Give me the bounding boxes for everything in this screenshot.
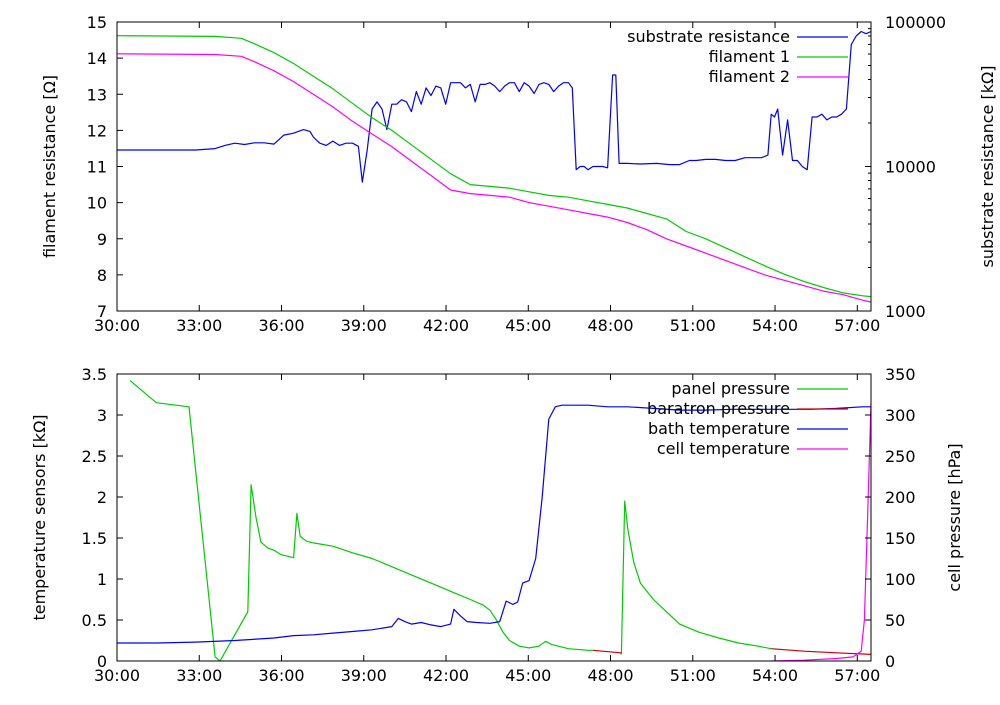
top-x-tick-label: 48:00 <box>587 316 633 335</box>
bottom-legend-label: bath temperature <box>648 419 790 438</box>
bottom-y2-tick-label: 50 <box>885 611 905 630</box>
bottom-x-tick-label: 57:00 <box>834 666 880 685</box>
bottom-x-tick-label: 36:00 <box>258 666 304 685</box>
top-ylabel: filament resistance [Ω] <box>40 75 59 258</box>
top-x-tick-label: 51:00 <box>670 316 716 335</box>
top-series-filament-2 <box>117 53 871 303</box>
top-y-tick-label: 12 <box>87 121 107 140</box>
top-y2-tick-label: 1000 <box>885 302 926 321</box>
bottom-series-baratron-pressure <box>771 648 871 655</box>
bottom-series-baratron-pressure <box>592 649 622 655</box>
bottom-y-tick-label: 3.5 <box>82 365 107 384</box>
bottom-y-tick-label: 2.5 <box>82 447 107 466</box>
top-x-tick-label: 36:00 <box>258 316 304 335</box>
top-y2label: substrate resistance [kΩ] <box>978 66 997 268</box>
bottom-y2-tick-label: 0 <box>885 652 895 671</box>
top-y-tick-label: 8 <box>97 266 107 285</box>
bottom-x-tick-label: 30:00 <box>94 666 140 685</box>
bottom-y2-tick-label: 250 <box>885 447 916 466</box>
top-y-tick-label: 15 <box>87 13 107 32</box>
top-y-tick-label: 11 <box>87 158 107 177</box>
bottom-ylabel: temperature sensors [kΩ] <box>30 414 49 620</box>
top-y2-tick-label: 10000 <box>885 158 936 177</box>
top-series-filament-1 <box>117 35 871 298</box>
top-x-tick-label: 39:00 <box>341 316 387 335</box>
bottom-y-tick-label: 3 <box>97 406 107 425</box>
bottom-legend-label: cell temperature <box>657 439 790 458</box>
bottom-y2label: cell pressure [hPa] <box>945 443 964 591</box>
bottom-series-panel-pressure <box>129 380 593 661</box>
bottom-x-tick-label: 51:00 <box>670 666 716 685</box>
bottom-y-tick-label: 1.5 <box>82 529 107 548</box>
bottom-x-tick-label: 54:00 <box>752 666 798 685</box>
bottom-series-panel-pressure <box>620 500 772 655</box>
top-legend-label: filament 2 <box>709 67 790 86</box>
bottom-series-bath-temperature <box>117 404 871 644</box>
bottom-x-tick-label: 39:00 <box>341 666 387 685</box>
top-legend-label: substrate resistance <box>627 27 790 46</box>
bottom-y-tick-label: 2 <box>97 488 107 507</box>
bottom-y-tick-label: 1 <box>97 570 107 589</box>
bottom-x-tick-label: 33:00 <box>176 666 222 685</box>
top-x-tick-label: 42:00 <box>423 316 469 335</box>
bottom-legend-label: baratron pressure <box>647 399 790 418</box>
top-y-tick-label: 14 <box>87 49 107 68</box>
bottom-legend-label: panel pressure <box>671 379 790 398</box>
bottom-y2-tick-label: 300 <box>885 406 916 425</box>
top-x-tick-label: 54:00 <box>752 316 798 335</box>
bottom-y2-tick-label: 200 <box>885 488 916 507</box>
bottom-x-tick-label: 45:00 <box>505 666 551 685</box>
top-y-tick-label: 10 <box>87 194 107 213</box>
top-x-tick-label: 45:00 <box>505 316 551 335</box>
bottom-y2-tick-label: 100 <box>885 570 916 589</box>
top-y2-tick-label: 100000 <box>885 13 946 32</box>
bottom-plot-frame <box>116 373 872 662</box>
top-legend-label: filament 1 <box>709 47 790 66</box>
bottom-y-tick-label: 0 <box>97 652 107 671</box>
bottom-x-tick-label: 42:00 <box>423 666 469 685</box>
top-series-substrate-resistance <box>117 30 871 183</box>
bottom-series-cell-temperature <box>771 402 871 661</box>
bottom-x-tick-label: 48:00 <box>587 666 633 685</box>
top-x-tick-label: 30:00 <box>94 316 140 335</box>
bottom-y2-tick-label: 350 <box>885 365 916 384</box>
top-x-tick-label: 33:00 <box>176 316 222 335</box>
bottom-y-tick-label: 0.5 <box>82 611 107 630</box>
top-x-tick-label: 57:00 <box>834 316 880 335</box>
top-y-tick-label: 7 <box>97 302 107 321</box>
top-y-tick-label: 9 <box>97 230 107 249</box>
bottom-y2-tick-label: 150 <box>885 529 916 548</box>
top-y-tick-label: 13 <box>87 85 107 104</box>
